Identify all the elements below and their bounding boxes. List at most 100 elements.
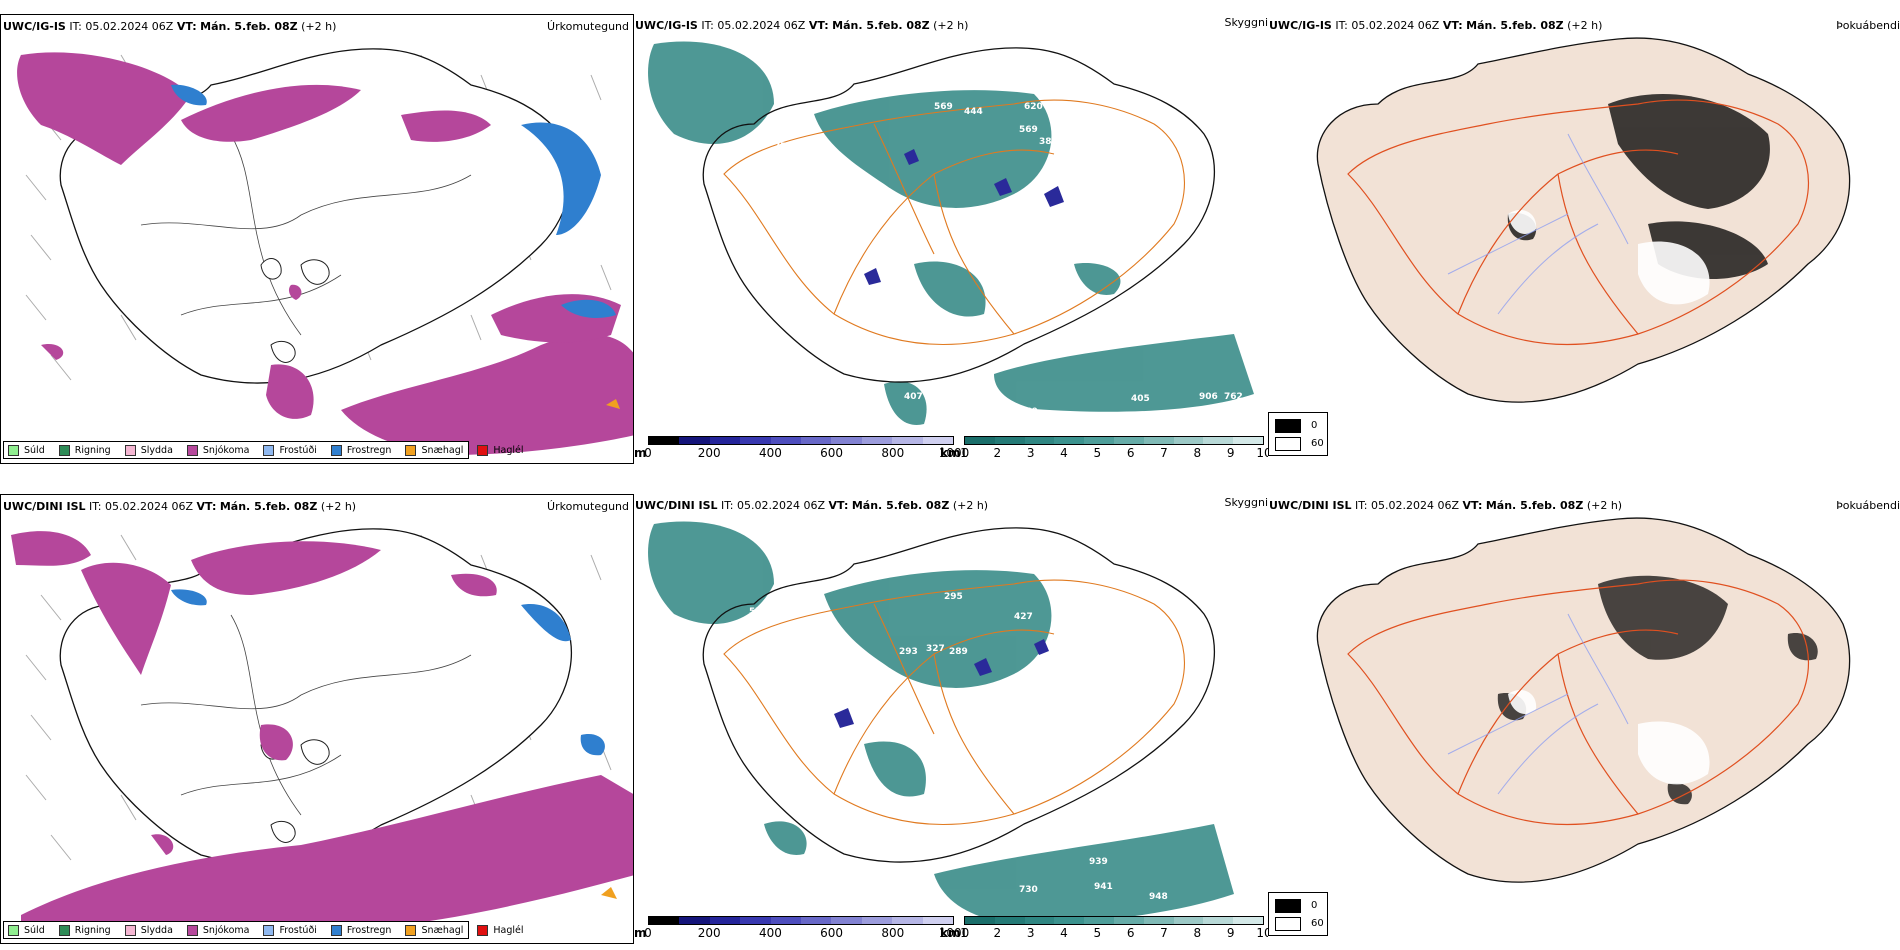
colorbar-tick-label: 1000 — [938, 446, 970, 460]
colorbar-tick-label: 2 — [993, 926, 1002, 940]
colorbar-segment — [1203, 437, 1234, 444]
legend-swatch — [330, 924, 342, 936]
colorbar-segment — [1143, 917, 1174, 924]
roads — [723, 579, 1185, 825]
fog-indicator-map — [1316, 517, 1851, 883]
colorbar-tick-label: 400 — [758, 446, 782, 460]
vis-value-label: 939 — [1089, 857, 1108, 867]
panel-header: UWC/DINI ISL IT: 05.02.2024 06Z VT: Mán.… — [635, 499, 989, 512]
colorbar-segment — [1113, 917, 1144, 924]
vis-value-label: 405 — [1131, 394, 1150, 404]
product-label: Úrkomutegund — [547, 20, 629, 33]
vis-value-label: 585 — [789, 87, 808, 97]
colorbar-tick-label: 2 — [993, 446, 1002, 460]
legend-label: Slydda — [140, 924, 173, 936]
colorbar-segment — [1233, 917, 1263, 924]
legend-item: Frostregn — [330, 444, 391, 456]
legend-swatch — [263, 924, 275, 936]
roads — [1347, 99, 1809, 346]
colorbar-segment — [770, 437, 802, 444]
snow-areas — [11, 531, 633, 937]
legend-swatch — [477, 924, 489, 936]
vis-value-label: 407 — [904, 392, 923, 402]
colorbar-tick-label: 10 — [1256, 926, 1268, 940]
colorbar-tick-label: 7 — [1160, 926, 1168, 940]
colorbar-tick-label: 0 — [644, 446, 652, 460]
colorbar-segment — [649, 437, 680, 444]
colorbar-tick-label: 1000 — [938, 926, 970, 940]
low-visibility-areas — [648, 521, 1234, 924]
iceland-outline — [702, 47, 1216, 383]
vis-value-label: 620 — [1024, 102, 1043, 112]
vis-value-label: 906 — [1199, 392, 1218, 402]
legend-item: Súld — [8, 444, 45, 456]
visibility-colorbar — [964, 436, 1264, 445]
low-visibility-areas — [648, 41, 1254, 425]
product-label: Þokuábendi — [1836, 19, 1900, 32]
product-label: Úrkomutegund — [547, 500, 629, 513]
precip-type-map — [17, 48, 633, 455]
legend-item: Haglél — [477, 444, 524, 456]
colorbar-segment — [679, 437, 710, 444]
vis-value-label: 948 — [1149, 892, 1168, 902]
vis-value-label: 289 — [949, 647, 968, 657]
vis-value-label: 770 — [774, 142, 793, 152]
legend-swatch — [58, 444, 70, 456]
colorbar-segment — [1084, 437, 1114, 444]
legend-swatch — [405, 924, 417, 936]
fog-indicator-panel-bottom: UWC/DINI ISL IT: 05.02.2024 06Z VT: Mán.… — [1268, 494, 1900, 944]
colorbar-tick-label: 200 — [697, 926, 721, 940]
vis-value-label: 427 — [1014, 612, 1033, 622]
legend-item: Frostúði — [263, 444, 317, 456]
colorbar-segment — [770, 917, 802, 924]
fog-legend: 0 60 — [1268, 412, 1328, 456]
colorbar-tick-label: 9 — [1226, 926, 1235, 940]
fog-legend-black-label: 0 — [1311, 420, 1318, 431]
precip-type-legend: Súld Rigning Slydda Snjókoma Frostúði Frostre… — [3, 441, 524, 459]
fog-legend-black-label: 0 — [1311, 900, 1318, 911]
colorbar-tick-label: 3 — [1026, 446, 1035, 460]
panel-header: UWC/IG-IS IT: 05.02.2024 06Z VT: Mán. 5.… — [1269, 19, 1603, 32]
colorbar-segment — [709, 437, 741, 444]
colorbar-segment — [740, 437, 771, 444]
roads — [1347, 579, 1809, 826]
legend-item: Snjókoma — [186, 444, 250, 456]
vis-value-label: 515 — [1064, 607, 1083, 617]
colorbar-tick-label: 400 — [758, 926, 782, 940]
colorbar-segment — [1054, 917, 1085, 924]
colorbar-segment — [801, 917, 832, 924]
iceland-outline — [1316, 517, 1851, 883]
legend-label: Snjókoma — [202, 444, 250, 456]
colorbar-tick-label: 6 — [1126, 446, 1135, 460]
colorbar-segment — [740, 917, 771, 924]
vis-value-label: 960 — [1019, 407, 1038, 417]
colorbar-segment — [831, 917, 862, 924]
legend-label: Súld — [24, 444, 45, 456]
legend-label: Snæhagl — [421, 924, 464, 936]
colorbar-tick-label: 600 — [820, 446, 844, 460]
roads — [723, 99, 1185, 345]
colorbar-segment — [861, 437, 893, 444]
colorbar-tick-label: 4 — [1060, 926, 1068, 940]
colorbar-tick-label: 600 — [820, 926, 844, 940]
fog-indicator-panel-top: UWC/IG-IS IT: 05.02.2024 06Z VT: Mán. 5.… — [1268, 14, 1900, 464]
legend-label: Haglél — [493, 444, 524, 456]
legend-label: Slydda — [140, 444, 173, 456]
legend-label: Snjókoma — [202, 924, 250, 936]
colorbar-segment — [1173, 917, 1204, 924]
fog-legend-white-swatch — [1275, 917, 1301, 931]
legend-label: Frostregn — [346, 924, 392, 936]
colorbar-tick-label: 1 — [960, 446, 968, 460]
legend-item: Snæhagl — [405, 444, 463, 456]
iceland-outline — [59, 528, 573, 864]
product-label: Þokuábendi — [1836, 499, 1900, 512]
fog-legend-white-label: 60 — [1311, 438, 1324, 449]
colorbar-tick-label: 5 — [1093, 926, 1102, 940]
colorbar-tick-label: 1 — [960, 926, 968, 940]
legend-label: Frostúði — [279, 444, 317, 456]
legend-label: Rigning — [74, 444, 111, 456]
legend-item: Snjókoma — [186, 924, 250, 936]
freezing-rain-areas — [171, 589, 605, 756]
panel-header: UWC/DINI ISL IT: 05.02.2024 06Z VT: Mán.… — [3, 500, 357, 513]
legend-item: Snæhagl — [405, 924, 464, 936]
